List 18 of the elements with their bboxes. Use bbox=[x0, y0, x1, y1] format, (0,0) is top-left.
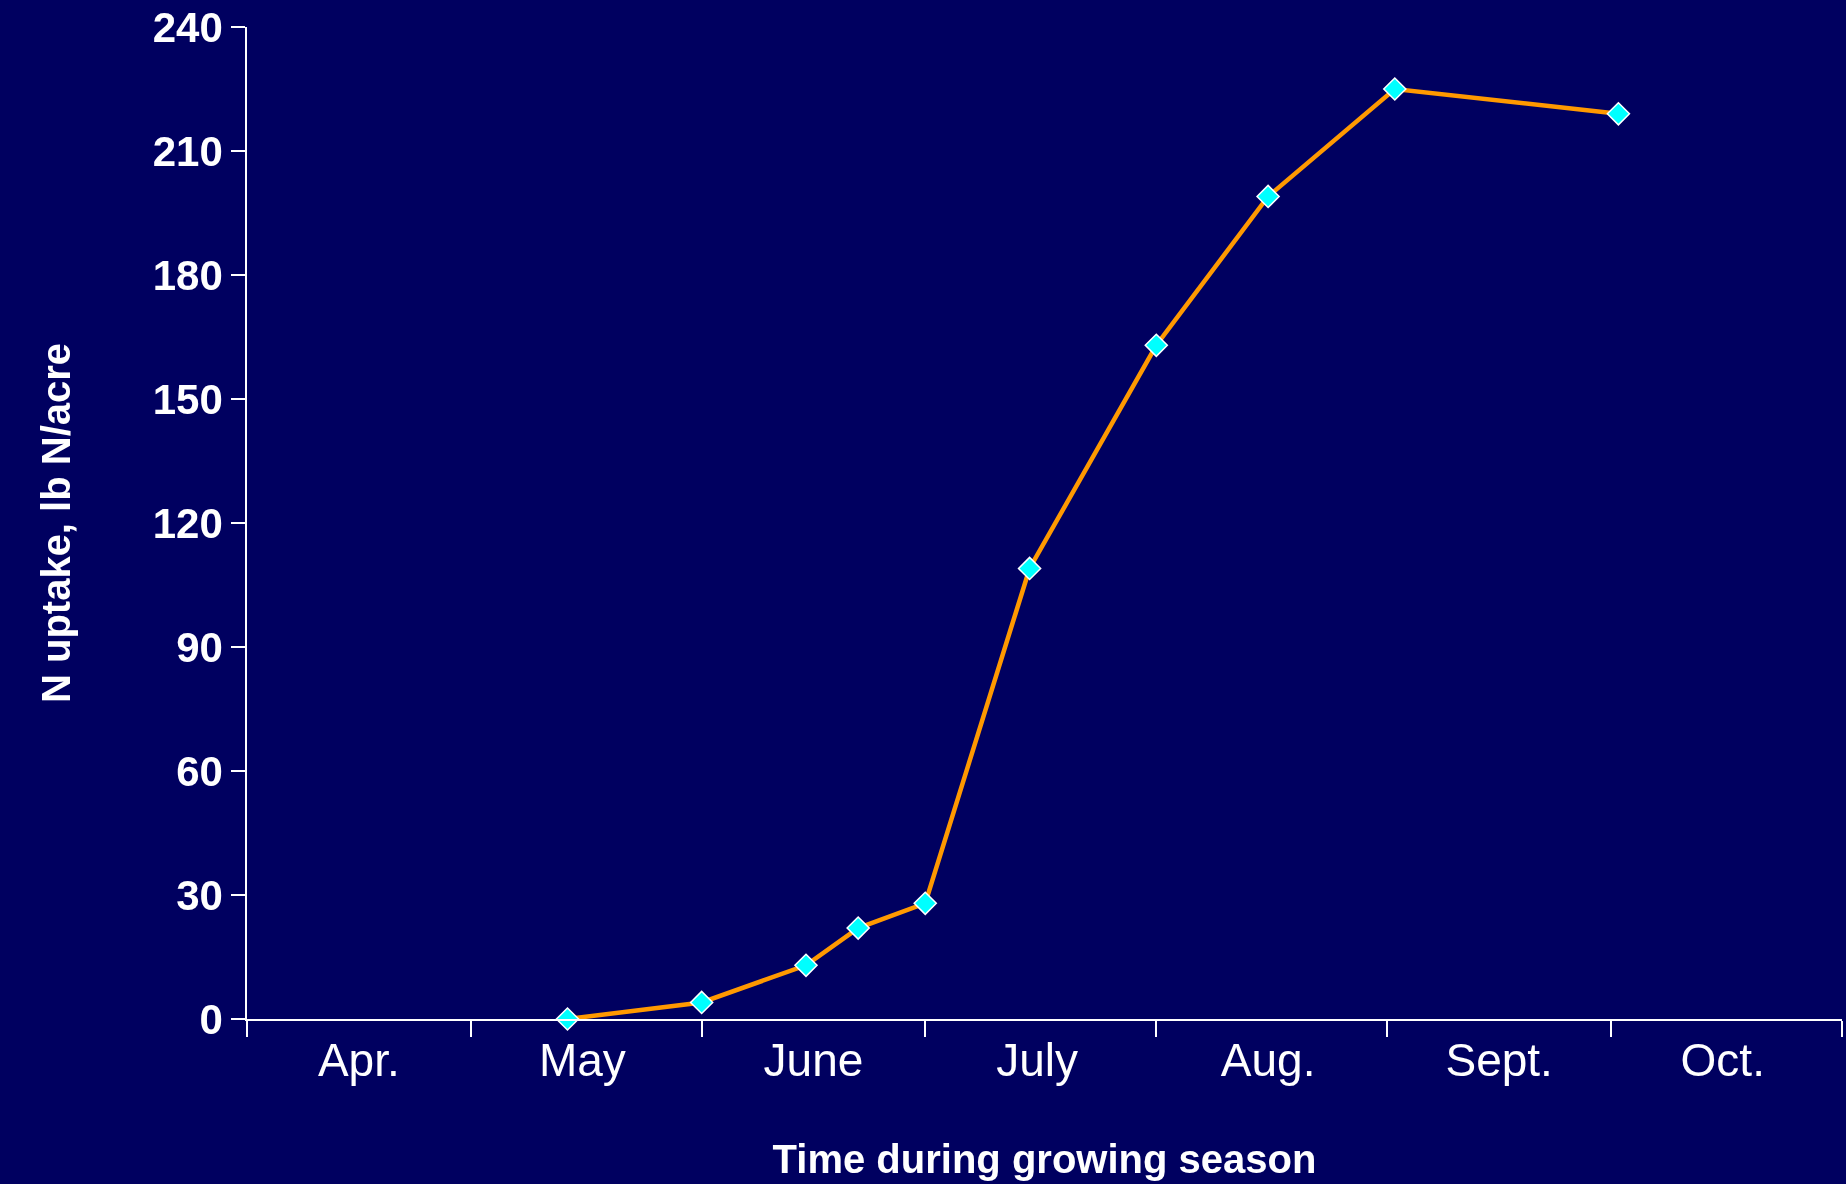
y-tick-label: 0 bbox=[199, 995, 223, 1043]
y-tick-label: 210 bbox=[152, 127, 223, 175]
y-tick-label: 150 bbox=[152, 375, 223, 423]
x-tick-label: Aug. bbox=[1220, 1033, 1316, 1086]
y-axis-title: N uptake, lb N/acre bbox=[33, 342, 78, 704]
x-tick-label: June bbox=[763, 1033, 864, 1086]
y-tick-label: 120 bbox=[152, 499, 223, 547]
y-tick-label: 240 bbox=[152, 3, 223, 51]
y-tick-label: 180 bbox=[152, 251, 223, 299]
x-tick-label: Sept. bbox=[1445, 1033, 1553, 1086]
x-tick-label: May bbox=[538, 1033, 626, 1086]
y-tick-label: 90 bbox=[176, 623, 223, 671]
x-tick-label: Oct. bbox=[1680, 1033, 1765, 1086]
y-tick-label: 60 bbox=[176, 747, 223, 795]
y-tick-label: 30 bbox=[176, 871, 223, 919]
x-tick-label: Apr. bbox=[317, 1033, 400, 1086]
x-axis-title: Time during growing season bbox=[772, 1136, 1317, 1181]
x-tick-label: July bbox=[996, 1033, 1078, 1086]
